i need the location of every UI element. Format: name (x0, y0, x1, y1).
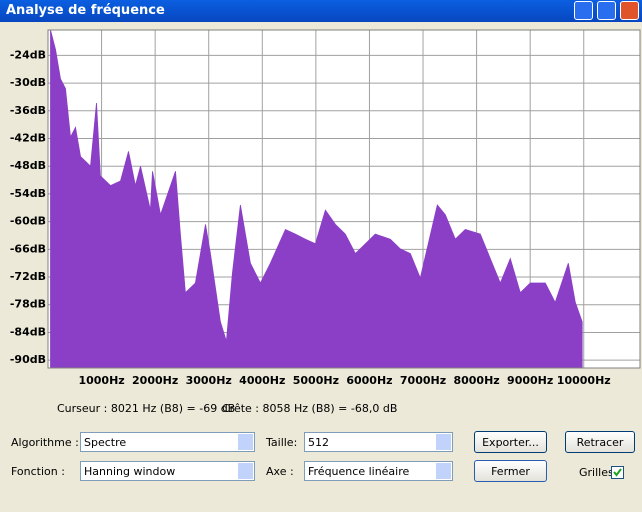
y-tick-label: -30dB (10, 76, 46, 89)
title-bar: Analyse de fréquence (0, 0, 642, 22)
x-tick-label: 2000Hz (132, 374, 178, 387)
y-tick-label: -66dB (10, 242, 46, 255)
y-tick-label: -78dB (10, 298, 46, 311)
x-tick-label: 4000Hz (239, 374, 285, 387)
x-tick-label: 1000Hz (78, 374, 124, 387)
grids-label: Grilles (579, 466, 614, 479)
plot-area (47, 29, 641, 369)
size-label: Taille: (266, 436, 298, 449)
chart: -24dB -30dB -36dB -42dB -48dB -54dB -60dB -66dB… (10, 29, 641, 387)
check-mark (613, 468, 622, 477)
x-tick-label: 8000Hz (453, 374, 499, 387)
check-mark-path (613, 468, 622, 477)
export-button[interactable]: Exporter... (474, 431, 547, 453)
spectrum-area (50, 29, 583, 369)
y-tick-label: -48dB (10, 159, 46, 172)
cursor-status: Curseur : 8021 Hz (B8) = -69 dB (57, 402, 236, 415)
y-tick-label: -54dB (10, 187, 46, 200)
x-tick-label: 9000Hz (507, 374, 553, 387)
function-label: Fonction : (11, 465, 65, 478)
y-tick-label: -90dB (10, 353, 46, 366)
close-button[interactable] (620, 1, 639, 20)
x-tick-label: 10000Hz (557, 374, 611, 387)
size-select[interactable]: 512 (304, 432, 453, 452)
algorithm-select[interactable]: Spectre (80, 432, 255, 452)
redraw-button[interactable]: Retracer (565, 431, 635, 453)
axis-label: Axe : (266, 465, 294, 478)
minimize-button[interactable] (574, 1, 593, 20)
function-select[interactable]: Hanning window (80, 461, 255, 481)
peak-status: Crête : 8058 Hz (B8) = -68,0 dB (222, 402, 398, 415)
x-tick-label: 5000Hz (293, 374, 339, 387)
axis-select[interactable]: Fréquence linéaire (304, 461, 453, 481)
y-tick-label: -60dB (10, 215, 46, 228)
grids-checkbox[interactable] (611, 466, 624, 479)
algorithm-label: Algorithme : (11, 436, 79, 449)
y-tick-label: -84dB (10, 325, 46, 338)
window-title: Analyse de fréquence (6, 3, 165, 18)
x-tick-label: 3000Hz (186, 374, 232, 387)
y-tick-label: -42dB (10, 132, 46, 145)
close-dialog-button[interactable]: Fermer (474, 460, 547, 482)
y-tick-label: -24dB (10, 48, 46, 61)
maximize-button[interactable] (597, 1, 616, 20)
x-tick-label: 6000Hz (346, 374, 392, 387)
y-tick-label: -36dB (10, 104, 46, 117)
x-tick-label: 7000Hz (400, 374, 446, 387)
y-tick-label: -72dB (10, 270, 46, 283)
